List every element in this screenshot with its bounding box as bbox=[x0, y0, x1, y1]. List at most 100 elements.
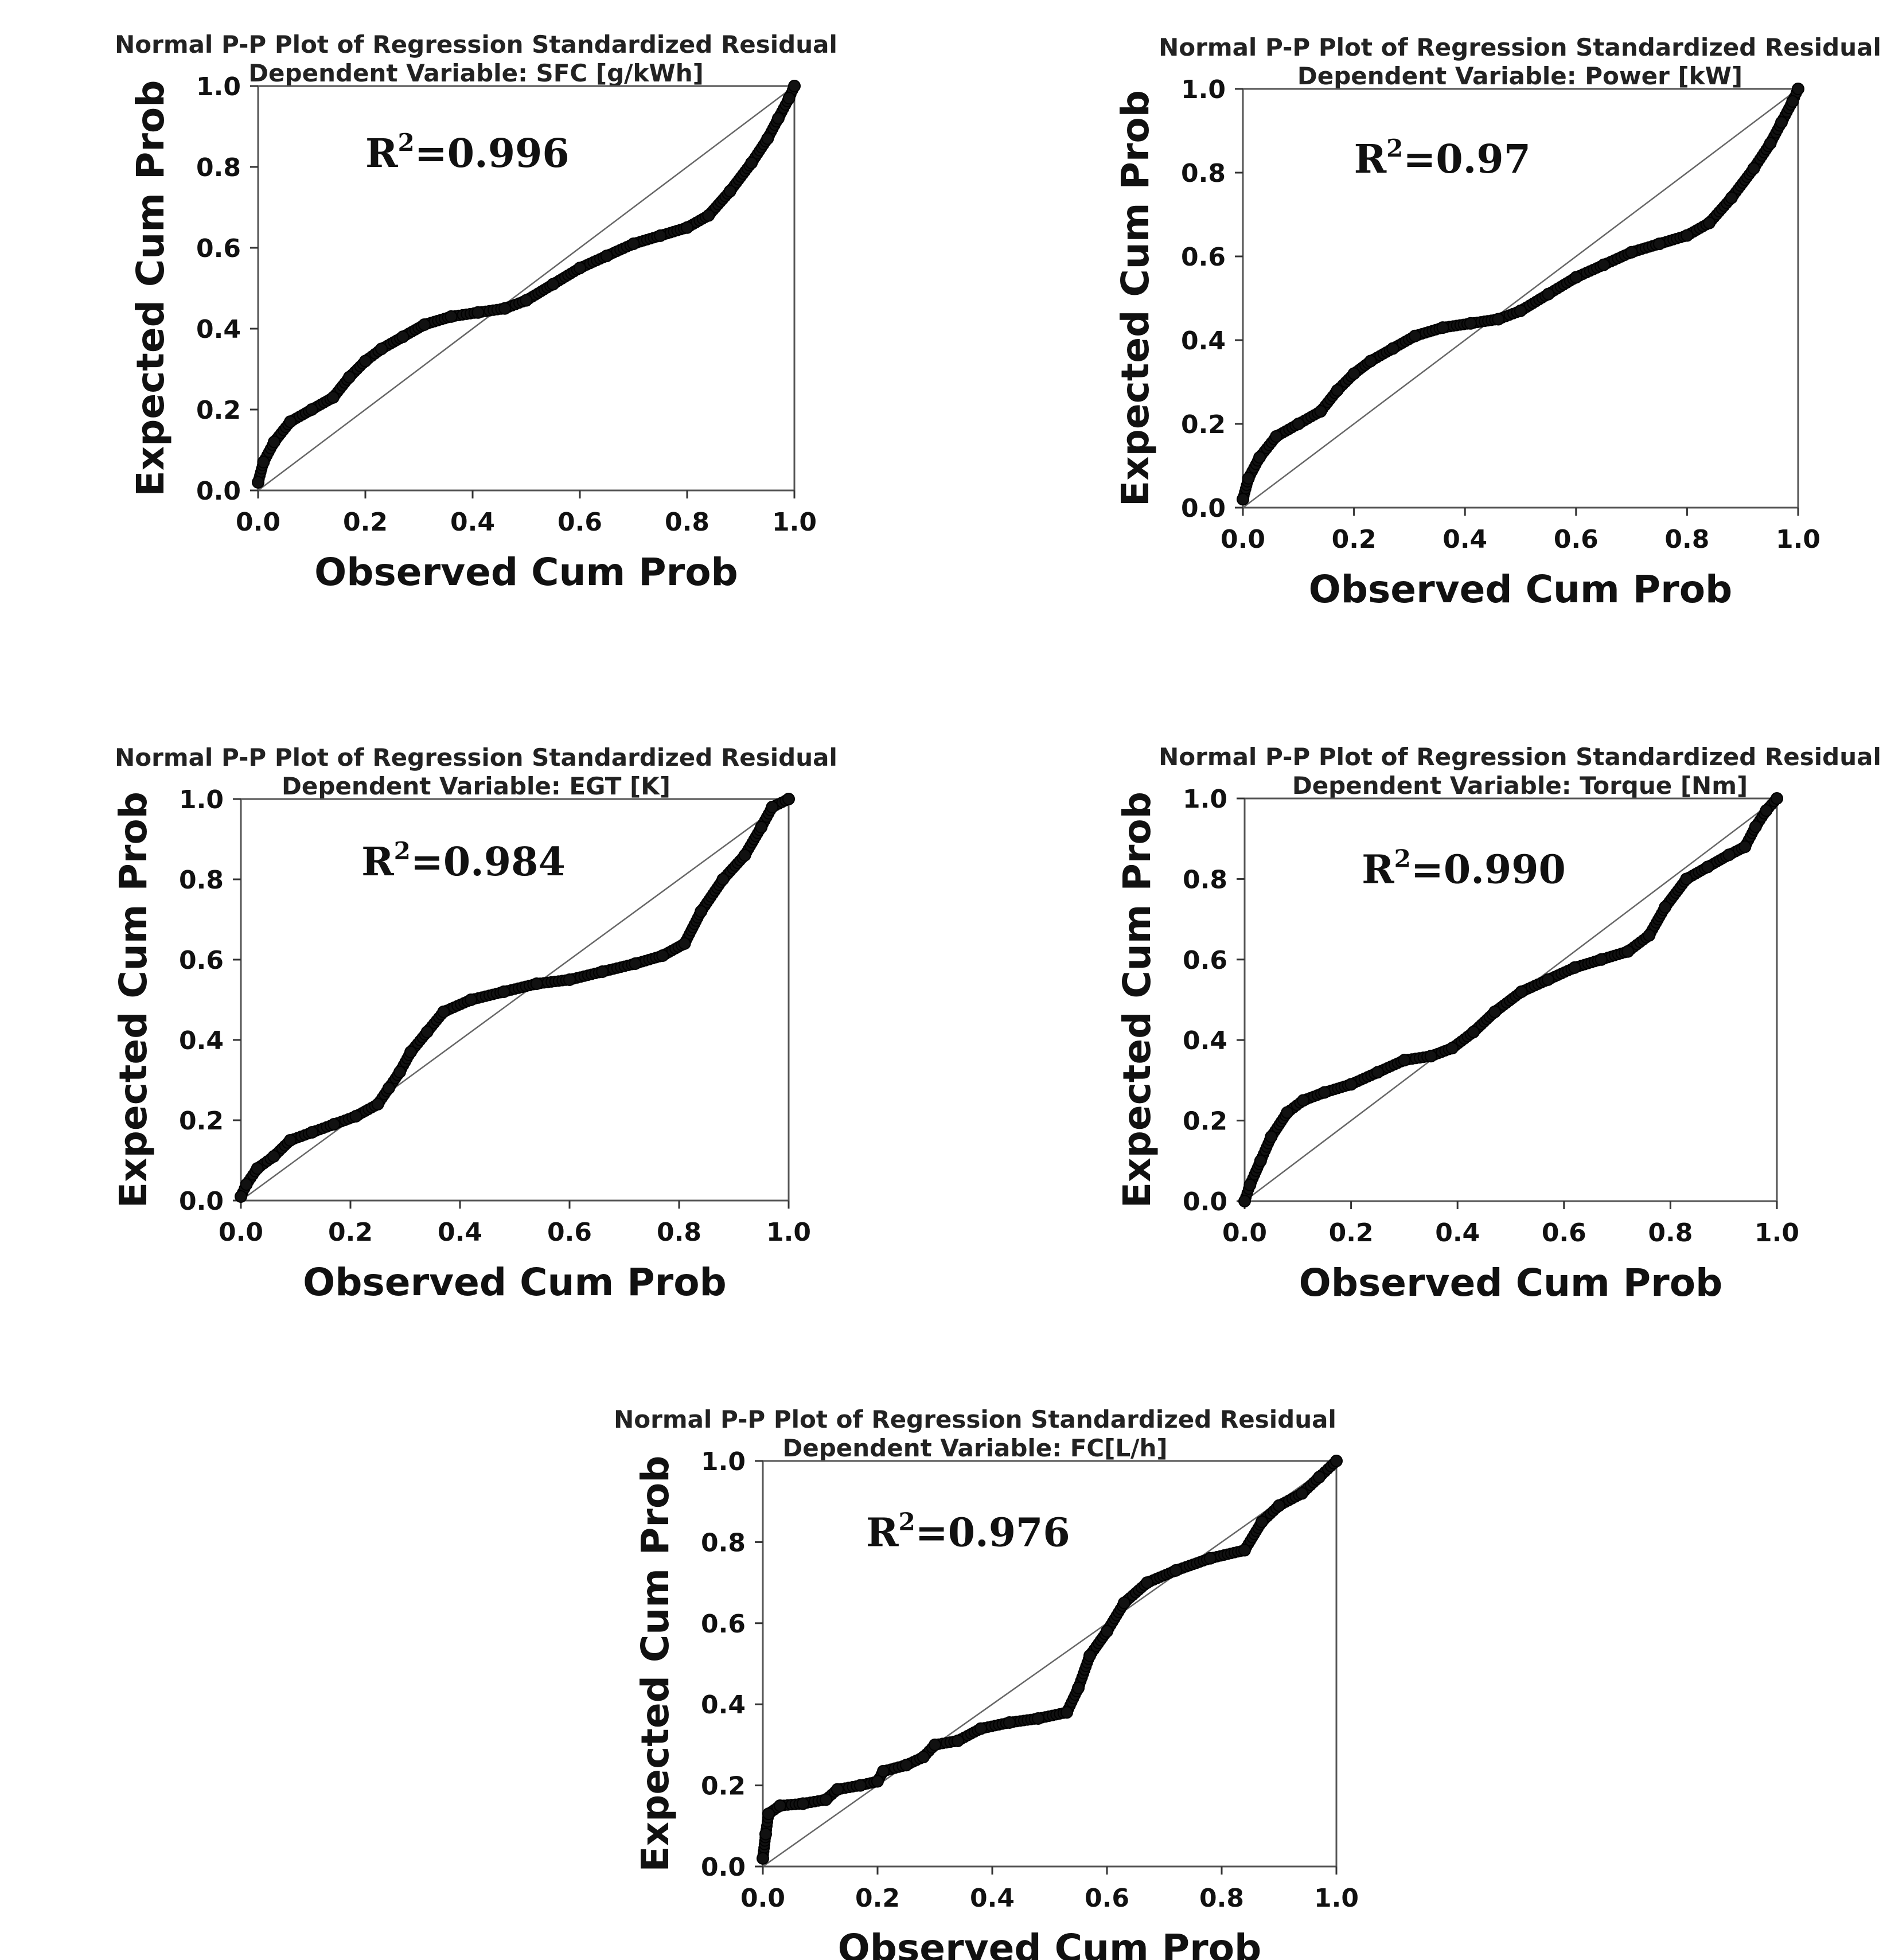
chart-subtitle: Dependent Variable: EGT [K] bbox=[282, 772, 670, 800]
chart-panel-1: Normal P-P Plot of Regression Standardiz… bbox=[115, 30, 837, 594]
data-point bbox=[1680, 872, 1693, 886]
x-tick-label: 1.0 bbox=[1755, 1218, 1799, 1248]
data-point bbox=[716, 873, 730, 886]
chart-title: Normal P-P Plot of Regression Standardiz… bbox=[1159, 743, 1881, 771]
data-point bbox=[328, 1118, 341, 1131]
data-point bbox=[782, 793, 795, 805]
x-tick-label: 0.0 bbox=[236, 508, 280, 537]
y-tick-label: 0.4 bbox=[1181, 326, 1226, 356]
x-tick-label: 0.8 bbox=[1199, 1884, 1244, 1913]
y-tick-label: 0.0 bbox=[1181, 494, 1226, 523]
data-point bbox=[1749, 820, 1762, 833]
data-point bbox=[1621, 945, 1635, 958]
data-point bbox=[252, 476, 264, 489]
data-point bbox=[1464, 317, 1477, 330]
data-point bbox=[267, 1150, 280, 1163]
data-point bbox=[762, 1807, 775, 1821]
x-axis-label: Observed Cum Prob bbox=[303, 1260, 727, 1304]
x-tick-label: 0.0 bbox=[219, 1218, 263, 1247]
data-point bbox=[1792, 83, 1804, 95]
data-point bbox=[1386, 342, 1399, 355]
y-tick-label: 1.0 bbox=[1181, 75, 1226, 104]
data-point bbox=[854, 1779, 867, 1792]
data-point bbox=[574, 262, 586, 275]
y-axis-label: Expected Cum Prob bbox=[1113, 90, 1157, 506]
x-tick-label: 0.2 bbox=[855, 1884, 900, 1913]
data-point bbox=[1786, 95, 1799, 108]
x-tick-label: 0.0 bbox=[740, 1884, 785, 1913]
r-squared-annotation: R2=0.976 bbox=[866, 1507, 1070, 1556]
x-tick-label: 0.8 bbox=[665, 508, 709, 537]
chart-title: Normal P-P Plot of Regression Standardiz… bbox=[115, 743, 837, 771]
x-tick-label: 0.6 bbox=[1554, 525, 1599, 554]
data-point bbox=[1775, 116, 1788, 129]
data-point bbox=[681, 221, 693, 234]
y-tick-label: 0.6 bbox=[1183, 946, 1227, 975]
x-axis-label: Observed Cum Prob bbox=[1299, 1261, 1723, 1305]
x-tick-label: 0.8 bbox=[657, 1218, 701, 1247]
data-point bbox=[1445, 1042, 1459, 1055]
data-point bbox=[1542, 287, 1555, 301]
data-point bbox=[656, 949, 669, 962]
data-point bbox=[1771, 792, 1783, 805]
x-tick-label: 0.8 bbox=[1648, 1218, 1693, 1248]
x-tick-label: 0.4 bbox=[450, 508, 495, 537]
data-point bbox=[820, 1793, 832, 1806]
data-point bbox=[1703, 216, 1716, 229]
data-point bbox=[375, 342, 388, 356]
data-point bbox=[766, 801, 779, 813]
data-point bbox=[1314, 405, 1327, 418]
y-axis-label: Expected Cum Prob bbox=[111, 792, 155, 1208]
data-point bbox=[1243, 1178, 1257, 1191]
data-point bbox=[1083, 1649, 1096, 1662]
data-point bbox=[404, 1046, 418, 1058]
data-point bbox=[761, 132, 774, 145]
y-tick-label: 0.2 bbox=[1181, 410, 1226, 439]
chart-panel-5: Normal P-P Plot of Regression Standardiz… bbox=[614, 1405, 1359, 1960]
data-point bbox=[627, 237, 640, 250]
chart-title: Normal P-P Plot of Regression Standardiz… bbox=[115, 30, 837, 59]
data-point bbox=[654, 229, 667, 242]
data-point bbox=[382, 1082, 395, 1094]
y-tick-label: 0.6 bbox=[701, 1610, 746, 1639]
data-point bbox=[782, 92, 796, 105]
data-point bbox=[877, 1764, 890, 1778]
chart-subtitle: Dependent Variable: FC[L/h] bbox=[782, 1434, 1167, 1462]
x-tick-label: 0.2 bbox=[343, 508, 388, 537]
data-point bbox=[306, 1126, 319, 1139]
data-point bbox=[1722, 848, 1736, 862]
chart-subtitle: Dependent Variable: Torque [Nm] bbox=[1292, 771, 1748, 800]
data-point bbox=[738, 849, 751, 862]
x-tick-label: 0.4 bbox=[1435, 1218, 1480, 1248]
data-point bbox=[251, 1162, 264, 1175]
data-point bbox=[1409, 329, 1422, 342]
y-axis-label: Expected Cum Prob bbox=[633, 1456, 677, 1872]
data-point bbox=[1141, 1576, 1153, 1589]
y-tick-label: 0.8 bbox=[1183, 865, 1227, 894]
r-squared-base: R bbox=[1362, 847, 1394, 893]
data-point bbox=[1313, 1471, 1325, 1484]
data-point bbox=[745, 156, 758, 169]
data-point bbox=[465, 993, 478, 1006]
data-point bbox=[547, 278, 560, 291]
y-tick-label: 1.0 bbox=[701, 1447, 746, 1476]
data-point bbox=[771, 112, 785, 125]
r-squared-annotation: R2=0.97 bbox=[1354, 134, 1531, 182]
data-point bbox=[1169, 1564, 1182, 1577]
data-point bbox=[1594, 953, 1608, 966]
data-point bbox=[1436, 321, 1449, 334]
data-point bbox=[420, 1026, 434, 1038]
data-point bbox=[600, 250, 613, 263]
x-tick-label: 0.6 bbox=[1542, 1218, 1586, 1248]
y-tick-label: 1.0 bbox=[196, 72, 241, 102]
data-point bbox=[1318, 1086, 1331, 1099]
x-tick-label: 0.0 bbox=[1221, 525, 1265, 554]
chart-subtitle: Dependent Variable: Power [kW] bbox=[1297, 62, 1742, 90]
r-squared-annotation: R2=0.984 bbox=[361, 837, 566, 885]
r-squared-annotation: R2=0.990 bbox=[1362, 844, 1566, 893]
data-point bbox=[1424, 1050, 1437, 1063]
data-point bbox=[1488, 1006, 1502, 1019]
data-point bbox=[240, 1178, 253, 1191]
data-point bbox=[1515, 985, 1528, 998]
